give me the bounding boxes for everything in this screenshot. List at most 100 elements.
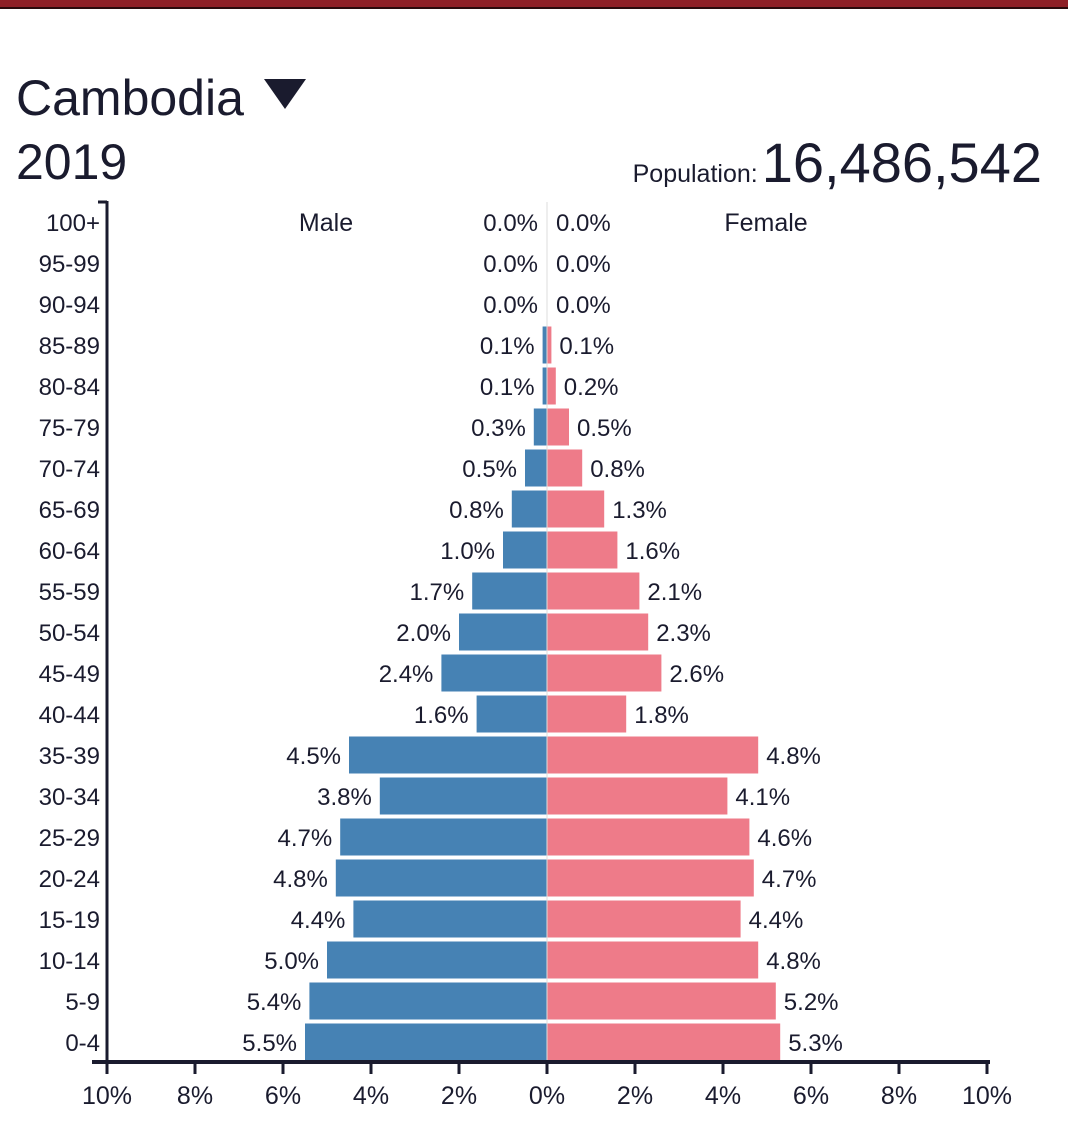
year-label: 2019 (16, 134, 128, 190)
male-value-label: 2.4% (379, 661, 434, 688)
male-bar (349, 736, 547, 774)
age-group-label: 50-54 (39, 620, 100, 647)
age-group-label: 45-49 (39, 661, 100, 688)
age-group-label: 70-74 (39, 456, 100, 483)
female-bar (547, 859, 754, 897)
male-bar (305, 1023, 547, 1061)
male-bar (503, 531, 547, 569)
female-value-label: 2.6% (669, 661, 724, 688)
age-group-label: 75-79 (39, 415, 100, 442)
female-bar (547, 1023, 781, 1061)
female-value-label: 4.6% (757, 825, 812, 852)
legend-female: Female (724, 209, 807, 237)
female-value-label: 0.2% (564, 374, 619, 401)
top-bar (0, 0, 1068, 9)
male-bar (542, 326, 547, 364)
male-value-label: 1.6% (414, 702, 469, 729)
male-value-label: 1.0% (440, 538, 495, 565)
male-value-label: 0.0% (483, 210, 538, 237)
male-bar (379, 777, 547, 815)
male-value-label: 5.0% (264, 948, 319, 975)
age-group-label: 20-24 (39, 866, 100, 893)
male-bar (525, 449, 547, 487)
age-group-label: 35-39 (39, 743, 100, 770)
female-value-label: 1.3% (612, 497, 667, 524)
country-selector[interactable]: Cambodia (16, 70, 306, 126)
male-value-label: 0.0% (483, 292, 538, 319)
male-bar (533, 408, 547, 446)
female-value-label: 1.6% (625, 538, 680, 565)
male-bar (340, 818, 547, 856)
male-bar (476, 695, 547, 733)
male-bar (511, 490, 547, 528)
male-value-label: 5.5% (242, 1030, 297, 1057)
male-value-label: 4.4% (291, 907, 346, 934)
population-value: 16,486,542 (761, 131, 1042, 194)
female-bar (547, 818, 750, 856)
x-tick-label: 10% (962, 1082, 1012, 1110)
female-value-label: 2.1% (647, 579, 702, 606)
female-value-label: 0.5% (577, 415, 632, 442)
female-value-label: 0.0% (556, 251, 611, 278)
female-bar (547, 982, 776, 1020)
male-value-label: 1.7% (409, 579, 464, 606)
x-tick-label: 6% (265, 1082, 301, 1110)
female-value-label: 4.8% (766, 948, 821, 975)
female-bar (547, 572, 640, 610)
x-tick-label: 2% (441, 1082, 477, 1110)
age-group-label: 10-14 (39, 948, 100, 975)
female-value-label: 1.8% (634, 702, 689, 729)
female-value-label: 0.1% (559, 333, 614, 360)
female-bar (547, 613, 649, 651)
age-group-label: 90-94 (39, 292, 100, 319)
female-value-label: 4.7% (762, 866, 817, 893)
age-group-label: 100+ (46, 210, 100, 237)
female-bar (547, 654, 662, 692)
female-value-label: 4.1% (735, 784, 790, 811)
age-group-label: 5-9 (65, 989, 100, 1016)
age-group-label: 60-64 (39, 538, 100, 565)
male-bar (459, 613, 547, 651)
male-bar (327, 941, 547, 979)
age-group-label: 15-19 (39, 907, 100, 934)
female-bar (547, 531, 618, 569)
female-bar (547, 777, 728, 815)
female-bar (547, 490, 605, 528)
female-value-label: 5.3% (788, 1030, 843, 1057)
legend-male: Male (299, 209, 353, 237)
x-tick-label: 6% (793, 1082, 829, 1110)
male-value-label: 2.0% (396, 620, 451, 647)
population-label: Population: (632, 160, 758, 188)
male-value-label: 0.3% (471, 415, 526, 442)
male-bar (353, 900, 547, 938)
male-bar (441, 654, 547, 692)
x-tick-label: 8% (881, 1082, 917, 1110)
age-group-label: 0-4 (65, 1030, 100, 1057)
x-tick-label: 4% (353, 1082, 389, 1110)
female-value-label: 4.4% (749, 907, 804, 934)
female-value-label: 4.8% (766, 743, 821, 770)
age-group-label: 65-69 (39, 497, 100, 524)
age-group-label: 40-44 (39, 702, 100, 729)
population-readout: Population:16,486,542 (633, 130, 1042, 195)
male-value-label: 0.5% (462, 456, 517, 483)
male-value-label: 0.8% (449, 497, 504, 524)
male-value-label: 0.1% (480, 333, 535, 360)
female-bar (547, 449, 583, 487)
male-value-label: 4.5% (286, 743, 341, 770)
female-value-label: 0.0% (556, 292, 611, 319)
male-bar (309, 982, 547, 1020)
age-group-label: 55-59 (39, 579, 100, 606)
male-value-label: 3.8% (317, 784, 372, 811)
female-bar (547, 326, 552, 364)
female-bar (547, 941, 759, 979)
male-value-label: 5.4% (247, 989, 302, 1016)
female-value-label: 0.8% (590, 456, 645, 483)
male-value-label: 0.0% (483, 251, 538, 278)
x-tick-label: 0% (529, 1082, 565, 1110)
female-bar (547, 736, 759, 774)
x-tick-label: 10% (82, 1082, 132, 1110)
female-bar (547, 408, 569, 446)
age-group-label: 95-99 (39, 251, 100, 278)
female-value-label: 0.0% (556, 210, 611, 237)
